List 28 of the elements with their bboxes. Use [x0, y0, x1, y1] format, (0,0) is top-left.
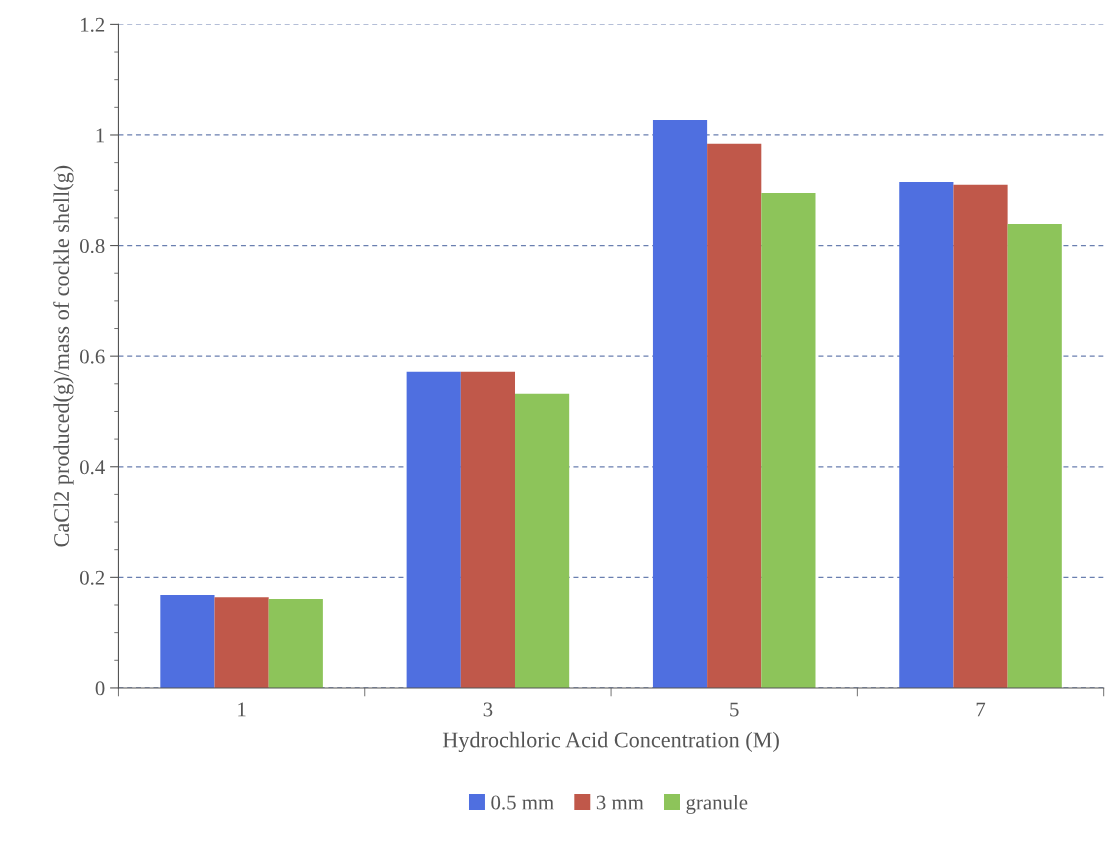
y-tick-label: 0.6	[80, 349, 105, 364]
bar	[268, 598, 323, 688]
x-tick-label: 5	[730, 702, 739, 717]
y-tick-label: 0	[95, 681, 105, 696]
y-tick-label: 0.4	[80, 460, 105, 475]
bar	[1007, 224, 1062, 688]
x-tick-label: 1	[238, 702, 246, 717]
x-axis-title: Hydrochloric Acid Concentration (M)	[442, 731, 779, 753]
bar	[761, 193, 816, 688]
bar	[953, 184, 1008, 688]
legend-label: 0.5 mm	[491, 795, 554, 810]
y-axis-title: CaCl2 produced(g)/mass of cockle shell(g)	[53, 165, 74, 547]
bar	[406, 371, 461, 688]
legend-label: granule	[686, 794, 748, 814]
y-tick-label: 0.2	[80, 570, 105, 585]
legend-label: 3 mm	[596, 795, 644, 810]
bar	[214, 597, 269, 688]
bar	[652, 120, 708, 688]
bar	[707, 143, 762, 688]
x-tick-label: 7	[976, 702, 986, 717]
bar	[899, 181, 954, 688]
bar	[160, 595, 215, 688]
bar	[460, 371, 515, 688]
y-tick-label: 1.2	[81, 17, 105, 32]
y-tick-label: 1	[96, 128, 104, 143]
y-tick-label: 0.8	[80, 238, 105, 254]
bar	[515, 393, 570, 688]
x-tick-label: 3	[483, 702, 493, 717]
